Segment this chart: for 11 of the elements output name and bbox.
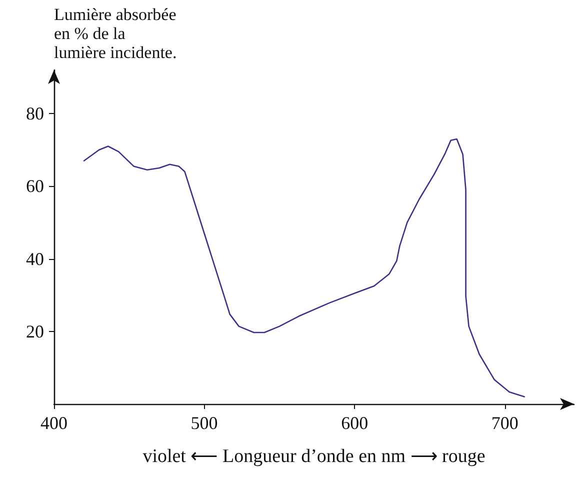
- y-tick-label: 40: [26, 248, 44, 269]
- x-tick-label: 600: [341, 413, 368, 433]
- x-tick-label: 400: [40, 413, 68, 433]
- y-tick-label: 20: [26, 321, 44, 342]
- x-tick-label: 700: [491, 413, 518, 433]
- line-series: [83, 138, 526, 398]
- x-tick-label: 500: [190, 413, 218, 433]
- y-tick-label: 60: [26, 176, 44, 196]
- y-axis-title: Lumière absorbée en % de la lumière incidente.: [54, 5, 177, 62]
- x-axis-title: violet ⟵ Longueur d’onde en nm ⟶ rouge: [142, 446, 486, 467]
- y-tick-label: 80: [26, 104, 44, 124]
